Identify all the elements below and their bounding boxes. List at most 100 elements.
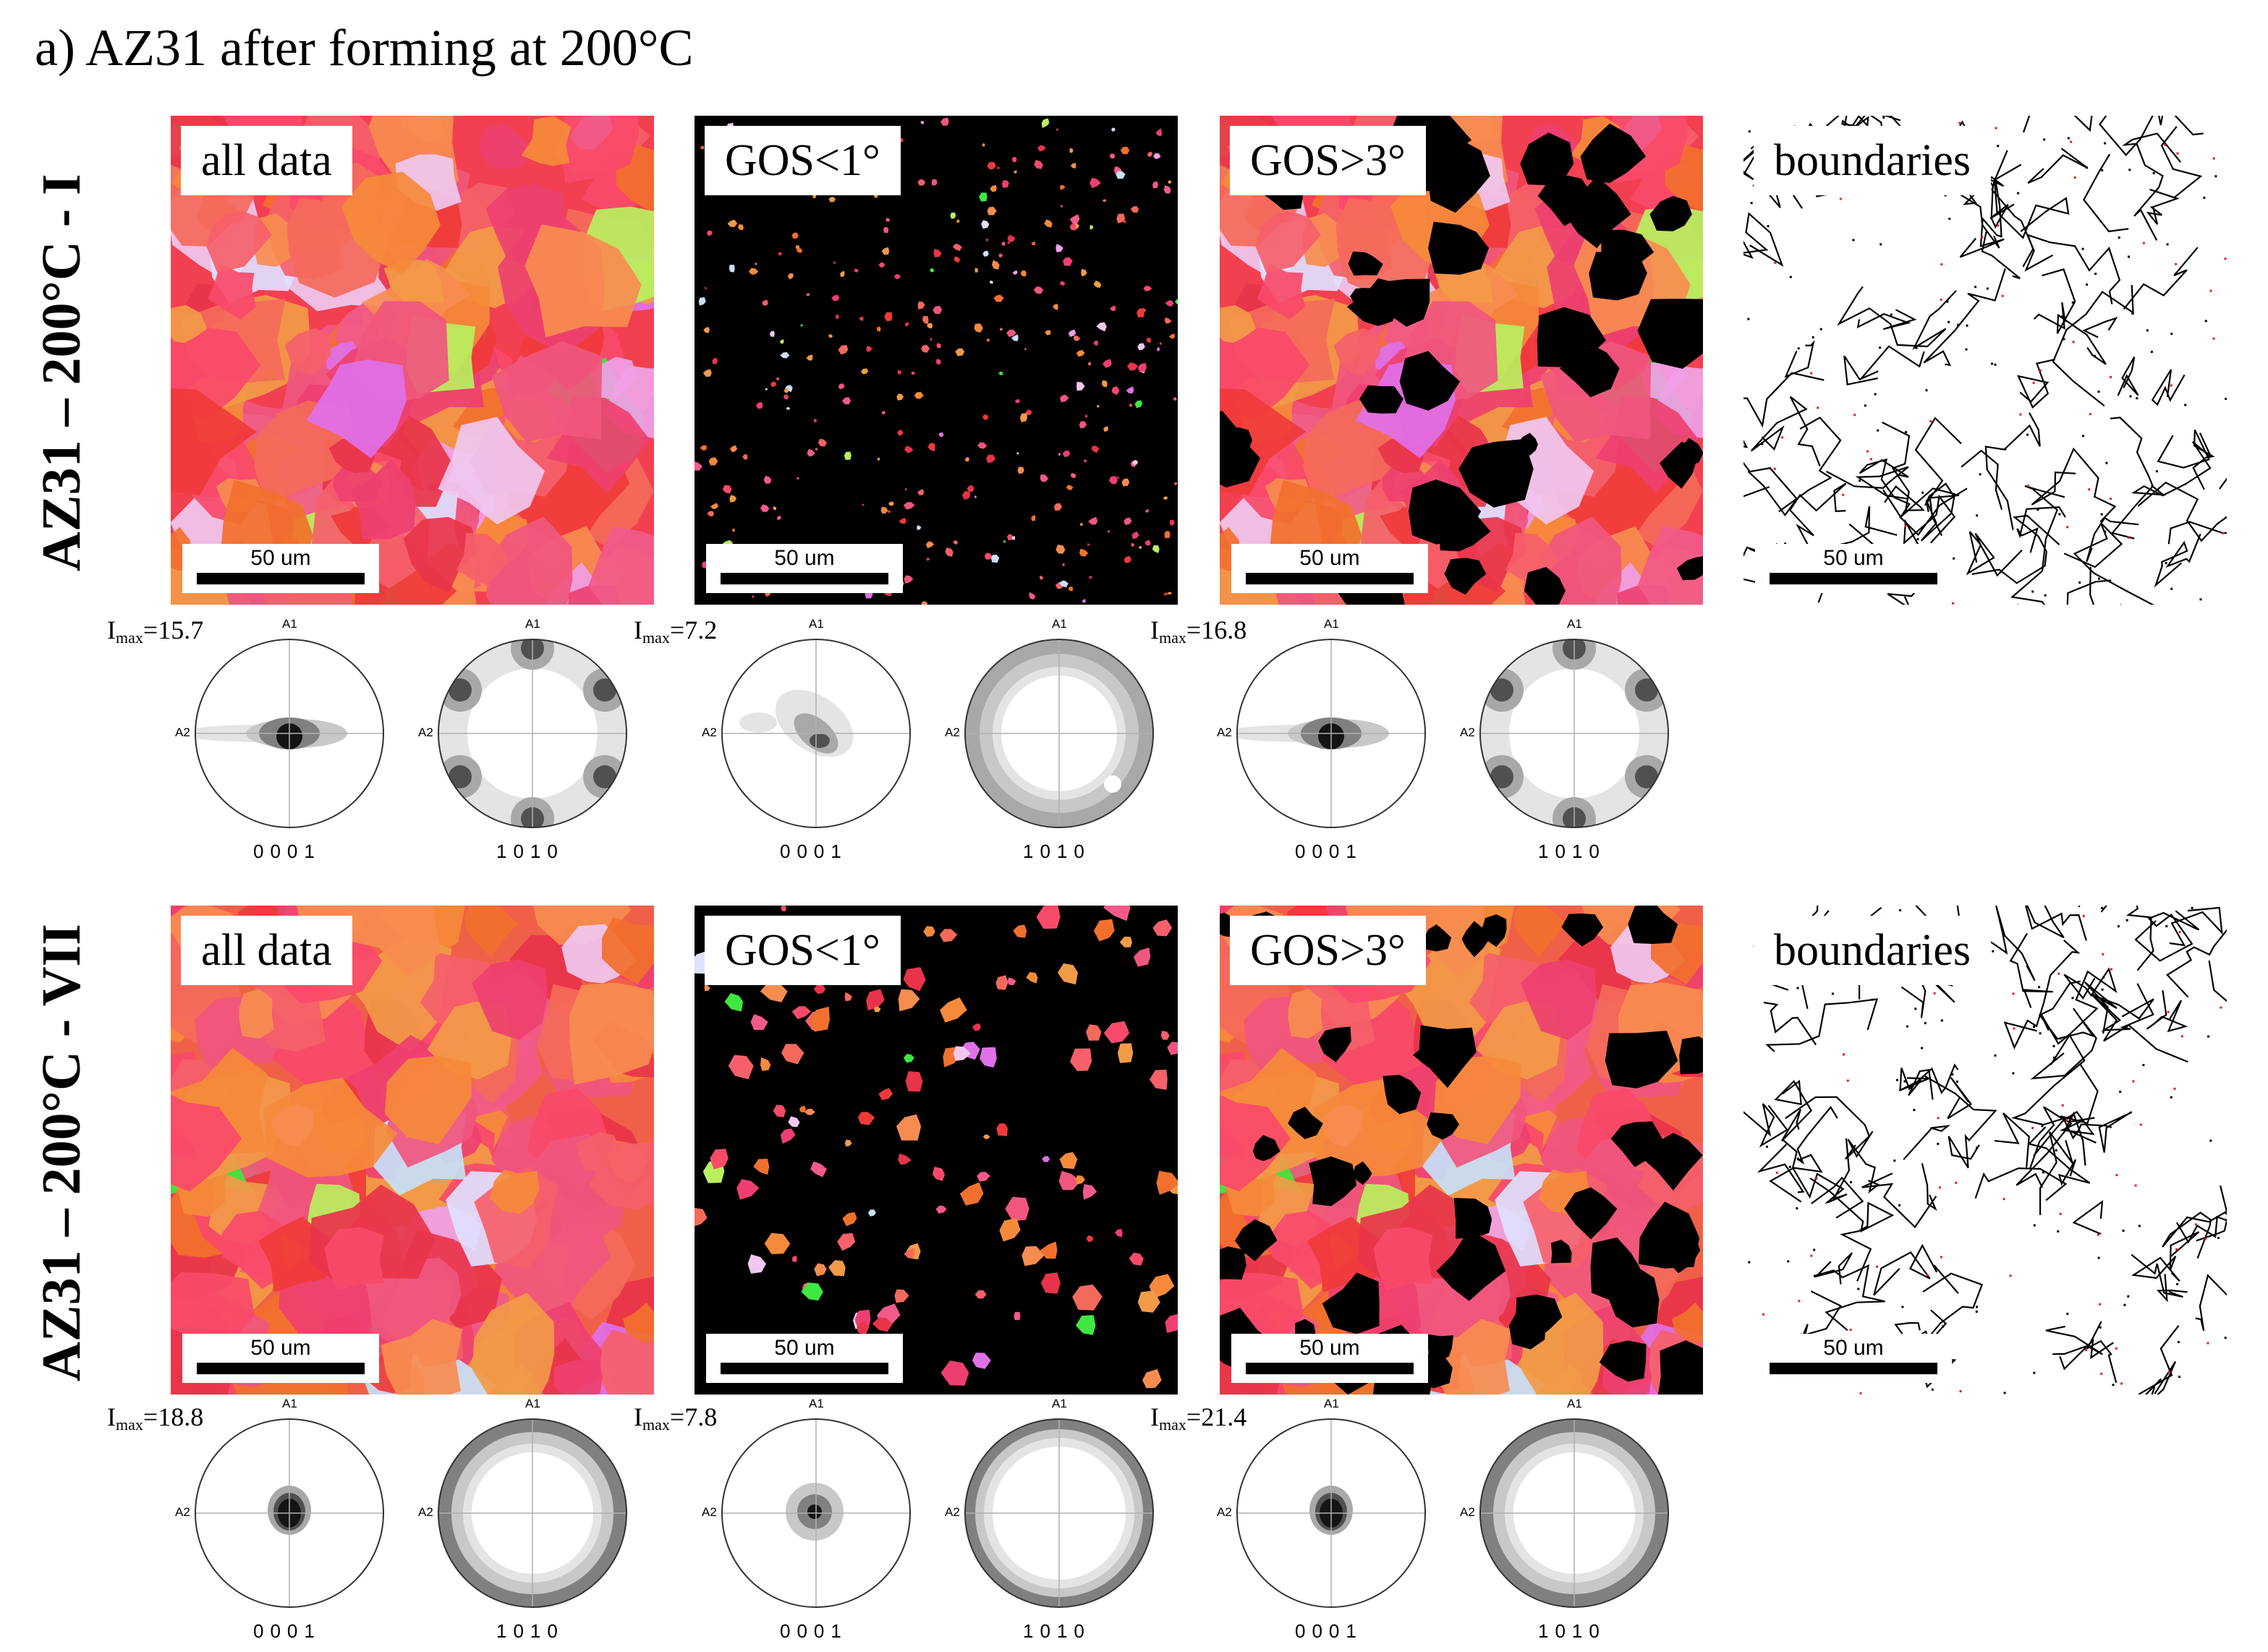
map-tag: all data <box>181 126 352 195</box>
scale-bar-line <box>721 1363 888 1374</box>
pole-figure-0001 <box>1231 634 1431 833</box>
ebsd-map-gos-low: GOS<1° 50 um <box>695 906 1178 1395</box>
scale-bar-label: 50 um <box>1823 1336 1884 1360</box>
imax-label: Imax=7.8 <box>634 1402 718 1434</box>
pole-figure-label-0001: 0001 <box>780 1620 848 1642</box>
pole-figure-1010 <box>1474 1413 1674 1613</box>
pole-figure-plot <box>195 639 384 828</box>
pole-figure-0001 <box>190 1413 389 1613</box>
pole-figure-plot <box>964 639 1154 828</box>
pole-figure-plot <box>195 1418 384 1608</box>
scale-bar-line <box>721 573 888 584</box>
ebsd-map-gos-high: GOS>3° 50 um <box>1220 906 1703 1395</box>
pole-figure-1010 <box>433 1413 632 1613</box>
scale-bar: 50 um <box>1231 1334 1428 1383</box>
pole-figure-plot <box>1479 1418 1669 1608</box>
pole-figure-axis-a1: A1 <box>525 617 540 631</box>
ipf-orientation-map <box>1220 116 1703 605</box>
pole-figure-axis-a2: A2 <box>175 1505 190 1519</box>
scale-bar-line <box>197 1363 365 1374</box>
ebsd-map-gos-high: GOS>3° 50 um <box>1220 116 1703 605</box>
scale-bar: 50 um <box>1755 544 1952 593</box>
boundary-map: boundaries 50 um <box>1744 906 2227 1395</box>
ipf-orientation-map <box>1220 906 1703 1395</box>
scale-bar-label: 50 um <box>1299 546 1360 570</box>
pole-figure-plot <box>1236 639 1426 828</box>
map-tag: boundaries <box>1754 126 1992 195</box>
row-label-2: AZ31 – 200°C - VII <box>31 924 92 1381</box>
pole-figure-axis-a2: A2 <box>418 725 433 739</box>
pole-figure-axis-a1: A1 <box>1567 1397 1582 1410</box>
pole-figure-label-1010: 1010 <box>496 1620 564 1642</box>
figure-title: a) AZ31 after forming at 200°C <box>35 19 694 77</box>
scale-bar-label: 50 um <box>1823 546 1884 570</box>
map-tag: all data <box>181 916 352 985</box>
pole-figure-axis-a1: A1 <box>809 1397 824 1410</box>
pole-figure-label-0001: 0001 <box>1295 840 1363 862</box>
imax-label: Imax=16.8 <box>1150 616 1247 647</box>
pole-figure-plot <box>964 1418 1154 1608</box>
pole-figure-axis-a1: A1 <box>1324 617 1339 631</box>
pole-figure-axis-a2: A2 <box>1460 725 1475 739</box>
pole-figure-0001 <box>716 634 916 833</box>
pole-figure-axis-a1: A1 <box>1324 1397 1339 1410</box>
pole-figure-plot <box>721 1418 911 1608</box>
scale-bar-line <box>1246 573 1414 584</box>
pole-figure-1010 <box>433 634 632 833</box>
pole-figure-plot <box>1479 639 1669 828</box>
ebsd-map-gos-low: GOS<1° 50 um <box>695 116 1178 605</box>
scale-bar-label: 50 um <box>250 546 311 570</box>
pole-figure-plot <box>438 639 627 828</box>
map-tag: GOS>3° <box>1230 916 1426 985</box>
scale-bar-line <box>1770 573 1937 584</box>
pole-figure-axis-a2: A2 <box>1460 1505 1475 1519</box>
pole-figure-1010 <box>959 634 1159 833</box>
grain-boundary-map <box>1744 906 2227 1395</box>
pole-figure-label-1010: 1010 <box>1023 840 1091 862</box>
scale-bar-line <box>1770 1363 1937 1374</box>
imax-label: Imax=18.8 <box>107 1402 204 1434</box>
pole-figure-label-0001: 0001 <box>780 840 848 862</box>
grain-boundary-map <box>1744 116 2227 605</box>
scale-bar-line <box>197 573 365 584</box>
pole-figure-axis-a1: A1 <box>809 617 824 631</box>
pole-figure-axis-a1: A1 <box>1052 1397 1067 1410</box>
scale-bar: 50 um <box>1755 1334 1952 1383</box>
imax-label: Imax=7.2 <box>634 616 718 647</box>
pole-figure-axis-a1: A1 <box>1567 617 1582 631</box>
pole-figure-axis-a1: A1 <box>1052 617 1067 631</box>
pole-figure-0001 <box>716 1413 916 1613</box>
pole-figure-axis-a2: A2 <box>702 725 717 739</box>
pole-figure-label-1010: 1010 <box>1538 840 1606 862</box>
imax-label: Imax=21.4 <box>1150 1402 1247 1434</box>
scale-bar-label: 50 um <box>774 1336 835 1360</box>
ebsd-map-all-data: all data 50 um <box>171 116 654 605</box>
row-label-1: AZ31 – 200°C - I <box>31 174 92 571</box>
pole-figure-plot <box>438 1418 627 1608</box>
scale-bar: 50 um <box>1231 544 1428 593</box>
ipf-orientation-map <box>695 116 1178 605</box>
pole-figure-axis-a1: A1 <box>282 617 297 631</box>
pole-figure-label-1010: 1010 <box>1538 1620 1606 1642</box>
pole-figure-axis-a2: A2 <box>945 1505 960 1519</box>
pole-figure-plot <box>721 639 911 828</box>
pole-figure-1010 <box>959 1413 1159 1613</box>
boundary-map: boundaries 50 um <box>1744 116 2227 605</box>
pole-figure-1010 <box>1474 634 1674 833</box>
map-tag: GOS>3° <box>1230 126 1426 195</box>
scale-bar-line <box>1246 1363 1414 1374</box>
pole-figure-axis-a2: A2 <box>175 725 190 739</box>
pole-figure-axis-a2: A2 <box>1217 725 1232 739</box>
map-tag: GOS<1° <box>705 916 901 985</box>
pole-figure-axis-a1: A1 <box>282 1397 297 1410</box>
pole-figure-axis-a2: A2 <box>1217 1505 1232 1519</box>
pole-figure-axis-a2: A2 <box>702 1505 717 1519</box>
pole-figure-axis-a1: A1 <box>525 1397 540 1410</box>
scale-bar: 50 um <box>706 544 903 593</box>
pole-figure-label-0001: 0001 <box>253 840 321 862</box>
scale-bar-label: 50 um <box>1299 1336 1360 1360</box>
pole-figure-label-1010: 1010 <box>496 840 564 862</box>
ipf-orientation-map <box>171 906 654 1395</box>
scale-bar: 50 um <box>182 544 379 593</box>
scale-bar: 50 um <box>182 1334 379 1383</box>
